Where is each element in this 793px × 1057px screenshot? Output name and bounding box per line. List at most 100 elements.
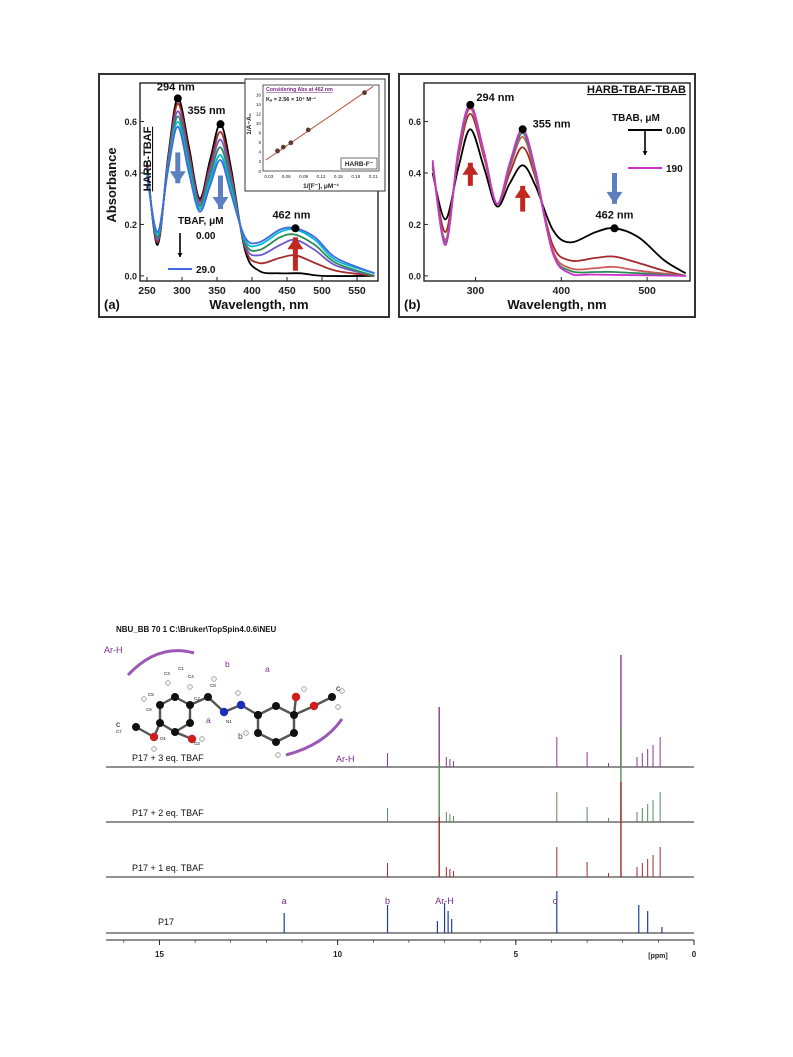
spectrum-line-2 — [431, 107, 686, 277]
molecule-hydrogen — [151, 746, 157, 752]
ppm-tick-label: 10 — [333, 950, 342, 959]
y-tick-label: 0.0 — [408, 271, 421, 281]
molecule-label: C6 — [146, 707, 152, 712]
blue-arrow-294-head — [169, 171, 186, 184]
ppm-axis-label: [ppm] — [648, 953, 667, 960]
molecule-label: C2 — [194, 696, 200, 701]
molecule-atom — [187, 734, 197, 744]
peak-annotation: a — [282, 896, 287, 906]
molecule-hydrogen — [339, 688, 345, 694]
y-tick-label: 0.0 — [124, 271, 137, 281]
inset-x-tick-label: 0.18 — [351, 174, 360, 179]
panel-label: (a) — [104, 297, 120, 312]
red-arrow-355-head — [514, 185, 531, 198]
spectrum-label: P17 + 3 eq. TBAF — [132, 753, 204, 763]
inset-x-tick-label: 0.12 — [317, 174, 326, 179]
molecule-atom — [272, 702, 280, 710]
molecule-atom — [290, 729, 298, 737]
inset-y-tick-label: 14 — [256, 102, 262, 107]
spectrum-line-1 — [431, 112, 686, 277]
ppm-tick-label: 0 — [692, 950, 697, 959]
x-tick-label: 450 — [278, 285, 296, 297]
molecule-label: C4 — [188, 674, 194, 679]
molecule-atom — [156, 719, 164, 727]
molecule-atom — [254, 711, 262, 719]
inset-point — [275, 148, 280, 154]
plot-frame — [423, 82, 691, 282]
uv-vis-panel-b: 300 400 500 0.0 0.2 0.4 0.6 294 nm 355 nm 462 nm W… — [398, 73, 696, 318]
spectrum-label: P17 + 2 eq. TBAF — [132, 808, 204, 818]
spectrum-line-3 — [431, 105, 686, 277]
inset-x-tick-label: 0.09 — [299, 174, 308, 179]
molecule-label: C7 — [116, 729, 122, 734]
y-tick-label: 0.2 — [408, 220, 421, 230]
inset-y-tick-label: 8 — [258, 131, 261, 136]
molecule-atom — [236, 700, 246, 710]
molecule-atom — [186, 719, 194, 727]
inset-tag-box — [340, 157, 378, 170]
molecule-label: C8 — [210, 683, 216, 688]
molecule-label: O2 — [194, 741, 201, 746]
molecule-atom — [291, 692, 301, 702]
blue-arrow-462-head — [606, 191, 623, 204]
inset-x-tick-label: 0.03 — [264, 174, 273, 179]
molecule-atom — [156, 701, 164, 709]
molecule-label: O1 — [160, 736, 167, 741]
molecule-label: C3 — [164, 671, 170, 676]
molecule-label: C1 — [178, 666, 184, 671]
peak-label: 294 nm — [157, 81, 195, 93]
inset-y-tick-label: 4 — [258, 150, 261, 155]
inset-point — [305, 127, 311, 133]
molecule-label: b — [238, 731, 243, 741]
molecule-atom — [149, 732, 159, 742]
x-tick-label: 300 — [173, 285, 191, 297]
molecule-hydrogen — [243, 730, 249, 736]
inset-tag: HARB-F⁻ — [345, 161, 374, 168]
peak-annotation: c — [553, 896, 558, 906]
molecule-label: b — [225, 659, 230, 669]
molecule-label: a — [265, 664, 270, 674]
molecule-hydrogen — [211, 676, 217, 682]
ar-h-arc-left — [126, 649, 195, 677]
inset-box — [244, 78, 386, 192]
inset-y-label: 1/A−A₀ — [246, 113, 253, 135]
molecule-atom — [171, 728, 179, 736]
spectrum-line-4 — [431, 104, 686, 277]
peak-label: 462 nm — [596, 209, 634, 221]
spectrum-label: P17 — [158, 917, 174, 927]
peak-marker — [610, 224, 619, 233]
nmr-title: NBU_BB 70 1 C:\Bruker\TopSpin4.0.6\NEU — [116, 625, 277, 634]
series-label: HARB-TBAF — [142, 126, 154, 191]
inset-x-tick-label: 0.21 — [369, 174, 378, 179]
legend-start: 0.00 — [666, 126, 686, 137]
molecule-atom — [219, 707, 229, 717]
nmr-figure: NBU_BB 70 1 C:\Bruker\TopSpin4.0.6\NEU P1… — [98, 615, 698, 970]
y-tick-label: 0.4 — [408, 169, 421, 179]
y-tick-label: 0.6 — [408, 117, 421, 127]
legend-end: 190 — [666, 164, 683, 175]
molecule-hydrogen — [335, 704, 341, 710]
peak-marker — [216, 120, 225, 129]
molecule-label: C5 — [148, 692, 154, 697]
molecule-hydrogen — [187, 684, 193, 690]
molecule-label: Ar-H — [336, 754, 355, 764]
x-tick-label: 250 — [138, 285, 156, 297]
inset-y-tick-label: 6 — [258, 140, 261, 145]
peak-annotation: Ar-H — [435, 896, 454, 906]
molecule-label: c — [116, 719, 121, 729]
spectrum-label: P17 + 1 eq. TBAF — [132, 863, 204, 873]
chart-b-svg: 300 400 500 0.0 0.2 0.4 0.6 294 nm 355 nm 462 nm W… — [404, 82, 691, 312]
legend-arrow-head — [177, 253, 183, 257]
y-tick-label: 0.2 — [124, 220, 137, 230]
x-tick-label: 350 — [208, 285, 226, 297]
legend-start: 0.00 — [196, 231, 216, 242]
ar-h-arc-right — [285, 718, 344, 757]
molecule-hydrogen — [275, 752, 281, 758]
inset-y-tick-label: 2 — [258, 159, 261, 164]
legend-arrow-head — [642, 151, 648, 155]
molecule-label: N1 — [226, 719, 232, 724]
molecule-label: a — [206, 715, 211, 725]
x-axis-label: Wavelength, nm — [209, 297, 308, 312]
molecule-hydrogen — [235, 690, 241, 696]
spectrum-line-5 — [146, 125, 375, 275]
